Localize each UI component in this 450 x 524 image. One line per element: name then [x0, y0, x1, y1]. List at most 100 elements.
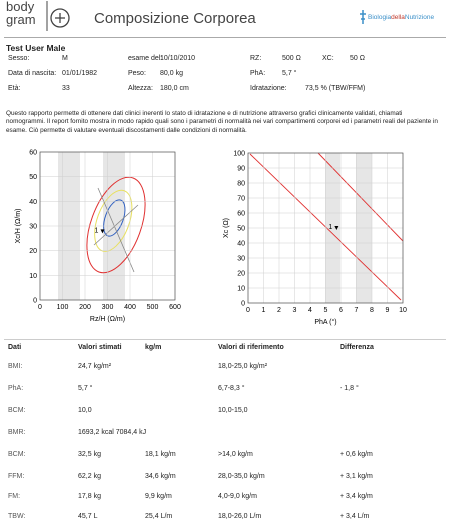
plot-frame: [247, 152, 404, 304]
table-cell: + 3,4 L/m: [340, 513, 370, 520]
table-cell: 25,4 L/m: [145, 513, 173, 520]
intro-text: Questo rapporto permette di ottenere dat…: [6, 110, 438, 134]
y-tick-label: 70: [237, 196, 245, 203]
x-tick-label: 200: [79, 304, 91, 311]
x-tick-label: 5: [324, 307, 328, 314]
y-tick-label: 60: [29, 150, 37, 157]
table-cell: 28,0-35,0 kg/m: [218, 473, 265, 480]
table-cell: >14,0 kg/m: [218, 451, 253, 458]
table-cell: + 3,4 kg/m: [340, 493, 373, 500]
y-tick-label: 20: [29, 248, 37, 255]
x-tick-label: 8: [370, 307, 374, 314]
table-cell: FM:: [8, 493, 21, 500]
table-cell: - 1,8 °: [340, 385, 359, 392]
x-tick-label: 3: [293, 307, 297, 314]
table-cell: 24,7 kg/m²: [78, 363, 112, 370]
data-point: [100, 229, 105, 234]
table-cell: 1693,2 kcal 7084,4 kJ: [78, 429, 147, 436]
table-cell: 18,1 kg/m: [145, 451, 176, 458]
x-tick-label: 500: [147, 304, 159, 311]
x-tick-label: 300: [102, 304, 114, 311]
field-value: 180,0 cm: [160, 85, 189, 92]
y-tick-label: 30: [237, 256, 245, 263]
x-tick-label: 0: [246, 307, 250, 314]
brand-part: della: [391, 14, 405, 21]
plot-frame: [39, 151, 176, 301]
point-label: 1: [95, 227, 99, 234]
brand: BiologiadellaNutrizione: [368, 14, 434, 21]
x-tick-label: 4: [308, 307, 312, 314]
brand-part: Biologia: [368, 14, 392, 21]
column-header: Dati: [8, 344, 22, 351]
field-value: 500 Ω: [282, 55, 301, 62]
column-header: Valori stimati: [78, 344, 122, 351]
table-cell: 62,2 kg: [78, 473, 101, 480]
table-cell: 34,6 kg/m: [145, 473, 176, 480]
field-label: Idratazione:: [250, 85, 287, 92]
report-title: Composizione Corporea: [94, 10, 256, 27]
x-axis-label: Rz/H (Ω/m): [90, 316, 125, 323]
table-cell: 18,0-25,0 kg/m²: [218, 363, 268, 370]
field-value: 33: [62, 85, 70, 92]
y-axis-label: Xc/H (Ω/m): [15, 209, 22, 244]
table-cell: 10,0: [78, 407, 92, 414]
table-rule: [4, 339, 446, 340]
x-tick-label: 100: [57, 304, 69, 311]
patient-name: Test User Male: [6, 43, 66, 53]
field-value: 50 Ω: [350, 55, 365, 62]
y-tick-label: 50: [237, 226, 245, 233]
x-tick-label: 7: [355, 307, 359, 314]
axis-line: [93, 204, 139, 246]
y-tick-label: 20: [237, 271, 245, 278]
field-value: M: [62, 55, 68, 62]
field-label: XC:: [322, 55, 334, 62]
y-tick-label: 10: [29, 273, 37, 280]
field-label: Età:: [8, 85, 21, 92]
field-label: Data di nascita:: [8, 70, 57, 77]
data-point: [334, 226, 339, 230]
logo-gram: gram: [6, 12, 36, 27]
table-cell: 10,0-15,0: [218, 407, 248, 414]
table-cell: 5,7 °: [78, 385, 93, 392]
x-tick-label: 9: [386, 307, 390, 314]
field-label: esame del:: [128, 55, 163, 62]
y-tick-label: 80: [237, 181, 245, 188]
table-cell: 4,0-9,0 kg/m: [218, 493, 257, 500]
field-value: 80,0 kg: [160, 70, 183, 77]
table-cell: 45,7 L: [78, 513, 98, 520]
rxc-chart: 0 100 200 300 400 500 600 0 10 20 30 40 50 60 Rz/H (Ω/…: [15, 150, 181, 324]
y-tick-label: 0: [241, 301, 245, 308]
table-cell: 6,7-8,3 °: [218, 385, 245, 392]
table-cell: + 3,1 kg/m: [340, 473, 373, 480]
field-value: 01/01/1982: [62, 70, 98, 77]
x-axis-label: PhA (°): [314, 318, 336, 326]
logo-icon: [46, 1, 70, 31]
y-tick-label: 40: [237, 241, 245, 248]
table-cell: 17,8 kg: [78, 493, 101, 500]
table-cell: 32,5 kg: [78, 451, 101, 458]
y-tick-label: 90: [237, 166, 245, 173]
x-tick-label: 2: [277, 307, 281, 314]
x-tick-label: 10: [399, 307, 407, 314]
table-cell: BMR:: [8, 429, 26, 436]
field-label: RZ:: [250, 55, 262, 62]
column-header: Valori di riferimento: [218, 344, 284, 351]
table-cell: BMI:: [8, 363, 23, 370]
brand-icon: [360, 10, 366, 24]
x-tick-label: 6: [339, 307, 343, 314]
column-header: Differenza: [340, 344, 374, 351]
field-value: 10/10/2010: [160, 55, 196, 62]
y-tick-label: 30: [29, 224, 37, 231]
field-value: 5,7 °: [282, 70, 297, 77]
point-label: 1: [328, 224, 332, 231]
y-tick-label: 0: [33, 298, 37, 305]
header-rule: [4, 37, 446, 38]
x-tick-label: 400: [124, 304, 136, 311]
axis-line: [97, 187, 135, 273]
y-tick-label: 40: [29, 199, 37, 206]
table-cell: TBW:: [8, 513, 26, 520]
table-cell: BCM:: [8, 407, 26, 414]
brand-part: Nutrizione: [404, 14, 435, 21]
